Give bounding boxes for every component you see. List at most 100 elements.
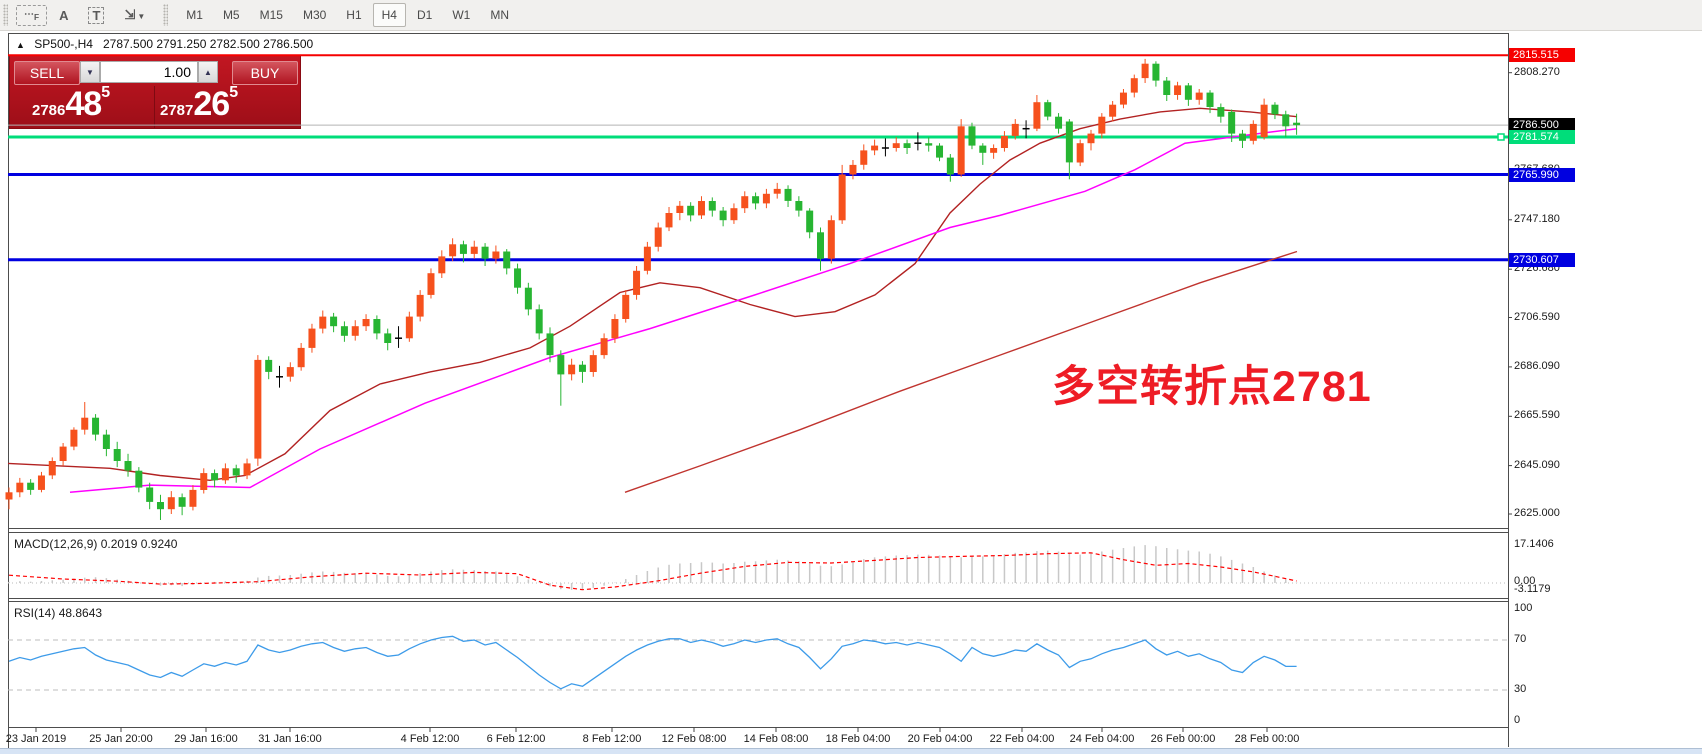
macd-axis-label: -3.1179	[1514, 583, 1551, 595]
candle-body	[503, 251, 511, 269]
sell-button[interactable]: SELL	[14, 61, 80, 85]
candle-body	[784, 188, 792, 201]
candle-body	[741, 196, 749, 209]
candle-body	[817, 232, 824, 259]
candle-body	[838, 174, 846, 221]
candle-body	[719, 210, 727, 221]
candle-body	[1130, 78, 1138, 93]
hline-marker	[1497, 133, 1505, 141]
candle-body	[330, 316, 338, 327]
timeframe-m5[interactable]: M5	[222, 8, 240, 22]
candle-body	[535, 309, 543, 334]
candle-body	[221, 468, 229, 481]
candle-body	[1033, 102, 1041, 129]
timeframe-mn[interactable]: MN	[490, 8, 509, 22]
time-label: 24 Feb 04:00	[1069, 733, 1135, 745]
time-label: 22 Feb 04:00	[989, 733, 1055, 745]
text-label-icon[interactable]: A	[59, 7, 69, 23]
macd-axis-label: 17.1406	[1514, 538, 1554, 550]
timeframe-m30[interactable]: M30	[302, 8, 327, 22]
volume-increase-button[interactable]: ▲	[198, 61, 218, 83]
candle-body	[297, 347, 305, 368]
sell-price[interactable]: 2786485	[32, 84, 110, 124]
candle-body	[59, 446, 67, 461]
top-toolbar: ⋯F A T ⇲ ▼ M1 M5 M15 M30 H1 H4 D1 W1 MN	[0, 0, 1702, 31]
candle-body	[113, 449, 121, 461]
candle-body	[232, 468, 240, 476]
candle-body	[167, 497, 175, 510]
candle-body	[1184, 85, 1192, 100]
volume-input[interactable]: 1.00	[100, 61, 198, 83]
candle-body	[211, 473, 219, 481]
candle-body	[762, 193, 770, 204]
candle-body	[200, 473, 208, 490]
candle-body	[946, 157, 954, 175]
rsi-top-border	[8, 601, 1509, 602]
candle-body	[70, 429, 78, 447]
candle-body	[189, 489, 197, 507]
timeframe-m15[interactable]: M15	[259, 8, 283, 22]
candle-body	[827, 220, 835, 259]
time-label: 14 Feb 08:00	[743, 733, 809, 745]
sell-price-sup: 5	[101, 84, 111, 101]
rsi-line	[8, 635, 1297, 690]
main-macd-splitter[interactable]	[8, 528, 1509, 529]
candle-body	[178, 497, 186, 507]
candle-body	[146, 487, 154, 502]
timeframe-m1[interactable]: M1	[186, 8, 203, 22]
buy-price[interactable]: 2787265	[160, 84, 238, 124]
time-label: 20 Feb 04:00	[907, 733, 973, 745]
volume-decrease-button[interactable]: ▼	[80, 61, 100, 83]
candle-body	[1217, 107, 1225, 117]
ohlc-values: 2787.500 2791.250 2782.500 2786.500	[102, 37, 314, 51]
candle-body	[481, 246, 489, 259]
candle-body	[514, 268, 522, 288]
candle-body	[546, 333, 554, 356]
candle-body	[27, 482, 35, 490]
text-box-icon[interactable]: T	[80, 4, 112, 27]
price-label: 2706.590	[1514, 310, 1560, 323]
timeframe-h1[interactable]: H1	[346, 8, 362, 22]
candle-body	[578, 364, 586, 372]
candle-body	[405, 316, 413, 339]
timeframe-w1[interactable]: W1	[452, 8, 471, 22]
candle-body	[1228, 111, 1236, 134]
macd-signal-line	[8, 552, 1297, 591]
candle-body	[5, 492, 13, 500]
candle-body	[611, 319, 619, 339]
candle-body	[633, 270, 641, 295]
grid-f-icon[interactable]: ⋯F	[16, 4, 48, 26]
timeframe-d1[interactable]: D1	[416, 8, 433, 22]
rsi-axis-label: 30	[1514, 683, 1527, 695]
chevron-down-icon: ▼	[137, 12, 146, 21]
candle-body	[968, 126, 976, 146]
candle-body	[1076, 143, 1084, 163]
candle-body	[492, 251, 500, 259]
candle-body	[135, 470, 143, 488]
timeframe-bar: M1 M5 M15 M30 H1 H4 D1 W1 MN	[176, 3, 519, 27]
candle-body	[48, 461, 56, 476]
candle-body	[589, 355, 597, 372]
one-click-collapse-icon[interactable]: ▲	[16, 40, 25, 50]
candle-body	[416, 294, 424, 317]
timeframe-h4[interactable]: H4	[372, 3, 406, 27]
sell-price-handle: 2786	[32, 102, 66, 119]
candle-body	[752, 196, 760, 204]
time-label: 29 Jan 16:00	[174, 733, 238, 745]
time-label: 8 Feb 12:00	[582, 733, 642, 745]
macd-rsi-splitter[interactable]	[8, 598, 1509, 599]
candle-body	[92, 417, 100, 435]
price-label: 2665.590	[1514, 409, 1560, 422]
candle-body	[156, 502, 164, 510]
candle-body	[957, 126, 965, 175]
arrows-tool-icon[interactable]: ⇲ ▼	[124, 7, 146, 22]
candle-body	[1260, 104, 1268, 138]
candle-body	[102, 434, 110, 449]
candle-body	[427, 273, 435, 295]
buy-button[interactable]: BUY	[232, 61, 298, 85]
buy-price-handle: 2787	[160, 102, 194, 119]
price-label: 2808.270	[1514, 65, 1560, 78]
toolbar-drag-handle[interactable]	[3, 4, 8, 26]
trade-panel-divider	[154, 86, 155, 128]
